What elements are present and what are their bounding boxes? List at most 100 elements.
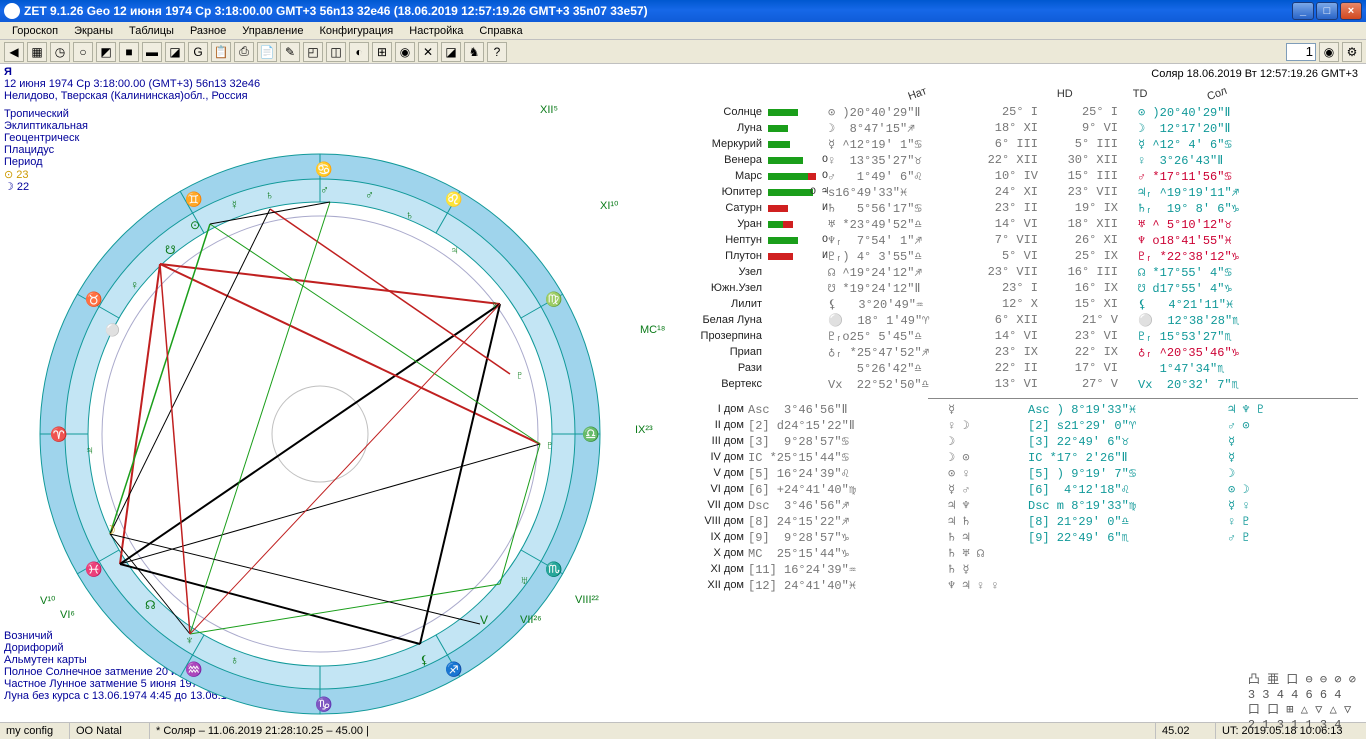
menu-item[interactable]: Разное [182,25,234,37]
svg-text:♉: ♉ [85,291,102,308]
natal-value: ♁ᵣ *25°47'52"♐ [828,345,968,360]
status-num: 45.02 [1156,723,1216,739]
svg-text:⚪: ⚪ [105,323,120,337]
natal-chart[interactable]: ♂♄☿ ⊙☋♀ ⚪♃☽ ☊♆♁ ⚸V♅ ♇♇♀ ♃♄♂ ♋♊♉ ♈♓♒ ♑♐♏ … [10,144,630,722]
chart-date-line: 12 июня 1974 Ср 3:18:00.00 (GMT+3) 56n13… [4,78,260,90]
toolbar-button[interactable]: 📋 [211,42,231,62]
toolbar-button[interactable]: ◫ [326,42,346,62]
svg-text:♂: ♂ [365,188,374,202]
svg-text:☽: ☽ [105,523,116,537]
hd-value: 6° XII [968,313,1038,327]
td-value: 9° VI [1038,121,1118,135]
planet-row: Прозерпина♇ᵣо25° 5'45"♎14° VI23° VI♇ᵣ 15… [678,328,1358,344]
svg-text:♏: ♏ [545,561,562,578]
svg-text:♌: ♌ [445,191,462,208]
toolbar-button[interactable]: ▬ [142,42,162,62]
menu-bar: ГороскопЭкраныТаблицыРазноеУправлениеКон… [0,22,1366,40]
house-row: IV домIC *25°15'44"♋☽ ⊙IC *17° 2'26"Ⅱ☿ [678,449,1358,465]
natal-value: ☋ *19°24'12"Ⅱ [828,281,968,296]
planet-name: Уран [678,218,768,230]
menu-item[interactable]: Конфигурация [311,25,401,37]
hd-value: 6° III [968,137,1038,151]
natal-value: ♅ *23°49'52"♎ [828,217,968,232]
toolbar-button[interactable]: 📄 [257,42,277,62]
hd-value: 22° II [968,361,1038,375]
planet-name: Юпитер [678,186,768,198]
toolbar-button[interactable]: ♞ [464,42,484,62]
toolbar-button[interactable]: ○ [73,42,93,62]
aspect-bar [768,379,828,389]
solar-value: ⚸ 4°21'11"♓ [1118,297,1233,312]
window-title: ZET 9.1.26 Geo 12 июня 1974 Ср 3:18:00.0… [24,4,1292,18]
solar-value: Vx 20°32' 7"♏ [1118,377,1239,392]
planet-row: ЮпитерО ♃s16°49'33"♓24° XI23° VII♃ᵣ ^19°… [678,184,1358,200]
house-row: I домAsc 3°46'56"Ⅱ☿Asc ) 8°19'33"♓♃ ♆ ♇ [678,401,1358,417]
svg-text:♂: ♂ [320,183,329,197]
toolbar-button[interactable]: ◉ [395,42,415,62]
toolbar-number-input[interactable] [1286,43,1316,61]
aspect-bar: И [768,251,828,261]
toolbar-button[interactable]: ⎙ [234,42,254,62]
toolbar-button-gear[interactable]: ⚙ [1342,42,1362,62]
close-button[interactable]: × [1340,2,1362,20]
planets-table: Солнце⊙ )20°40'29"Ⅱ25° I25° I⊙ )20°40'29… [678,104,1358,392]
toolbar-button[interactable]: ◷ [50,42,70,62]
planet-name: Приап [678,346,768,358]
planet-row: ВертексVx 22°52'50"♎13° VI27° VVx 20°32'… [678,376,1358,392]
planet-row: ПлутонИ♇ᵣ) 4° 3'55"♎5° VI25° IX♇ᵣ *22°38… [678,248,1358,264]
chart-pane: Я 12 июня 1974 Ср 3:18:00.00 (GMT+3) 56n… [0,64,670,722]
natal-value: s16°49'33"♓ [828,185,968,200]
toolbar-button[interactable]: ◰ [303,42,323,62]
hd-value: 25° I [968,105,1038,119]
planet-row: Южн.Узел☋ *19°24'12"Ⅱ23° I16° IX☋ d17°55… [678,280,1358,296]
planet-row: Луна☽ 8°47'15"♐18° XI9° VI☽ 12°17'20"Ⅱ [678,120,1358,136]
menu-item[interactable]: Таблицы [121,25,182,37]
toolbar-button[interactable]: ■ [119,42,139,62]
maximize-button[interactable]: □ [1316,2,1338,20]
toolbar-button[interactable]: ⊞ [372,42,392,62]
svg-text:⚸: ⚸ [420,653,429,667]
menu-item[interactable]: Справка [471,25,530,37]
solar-value: ♇ᵣ 15°53'27"♏ [1118,329,1232,344]
toolbar-button[interactable]: G [188,42,208,62]
house-row: V дом[5] 16°24'39"♌⊙ ♀[5] ) 9°19' 7"♋☽ [678,465,1358,481]
menu-item[interactable]: Настройка [401,25,471,37]
toolbar-button[interactable]: ◪ [441,42,461,62]
menu-item[interactable]: Экраны [66,25,121,37]
col-nat: Нат [907,85,929,103]
aspect-bar: И [768,203,828,213]
app-icon [4,3,20,19]
toolbar-button-ring[interactable]: ◉ [1319,42,1339,62]
chart-location: Нелидово, Тверская (Калининская)обл., Ро… [4,90,248,102]
td-value: 21° V [1038,313,1118,327]
td-value: 26° XI [1038,233,1118,247]
toolbar-button[interactable]: ✕ [418,42,438,62]
planet-row: ВенераО♀ 13°35'27"♉22° XII30° XII♀ 3°26'… [678,152,1358,168]
roman-viii: VIII²² [575,594,599,606]
planet-name: Плутон [678,250,768,262]
roman-vii: VII²⁶ [520,614,542,626]
minimize-button[interactable]: _ [1292,2,1314,20]
planet-row: МарсО♂ 1°49' 6"♌10° IV15° III♂ *17°11'56… [678,168,1358,184]
toolbar-button[interactable]: ◐ [349,42,369,62]
chart-sys-2: Эклиптикальная [4,120,88,132]
td-value: 15° XI [1038,297,1118,311]
status-bar: my config OO Natal * Соляр – 11.06.2019 … [0,722,1366,739]
solar-value: ♀ 3°26'43"Ⅱ [1118,153,1223,168]
toolbar-button[interactable]: ◪ [165,42,185,62]
menu-item[interactable]: Управление [234,25,311,37]
natal-value: ⚸ 3°20'49"♒ [828,297,968,312]
natal-value: ⊙ )20°40'29"Ⅱ [828,105,968,120]
toolbar-button[interactable]: ◀ [4,42,24,62]
toolbar-button[interactable]: ? [487,42,507,62]
house-row: X домMC 25°15'44"♑♄ ♅ ☊ [678,545,1358,561]
td-value: 16° IX [1038,281,1118,295]
toolbar-button[interactable]: ✎ [280,42,300,62]
menu-item[interactable]: Гороскоп [4,25,66,37]
td-value: 15° III [1038,169,1118,183]
toolbar-button[interactable]: ▦ [27,42,47,62]
toolbar-button[interactable]: ◩ [96,42,116,62]
roman-xii: XII⁵ [540,104,558,116]
roman-xi: XI¹⁰ [600,199,618,212]
svg-text:♐: ♐ [445,661,462,678]
